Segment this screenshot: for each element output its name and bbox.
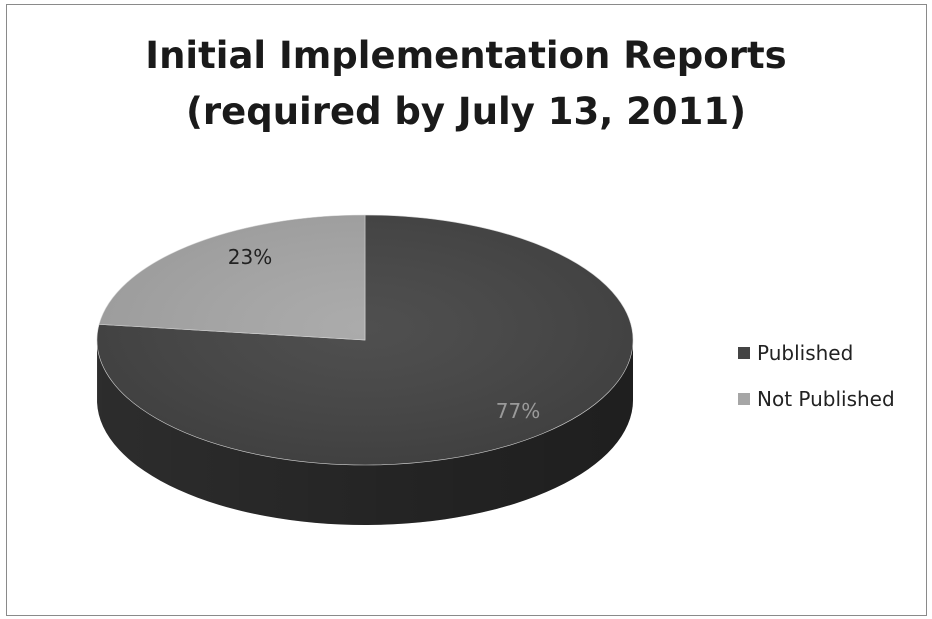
legend-item-not-published: Not Published [738, 386, 923, 412]
data-label-published: 77% [496, 399, 540, 423]
pie-side-group [97, 340, 633, 526]
chart-title: Initial Implementation Reports (required… [0, 28, 932, 140]
chart-legend: Published Not Published [738, 340, 923, 432]
legend-item-published: Published [738, 340, 923, 366]
pie-top-group [96, 214, 634, 466]
pie-top-shading [97, 215, 633, 465]
legend-label-published: Published [757, 341, 854, 365]
legend-swatch-not-published [738, 393, 750, 405]
chart-title-line-1: Initial Implementation Reports [145, 34, 787, 77]
legend-label-not-published: Not Published [757, 387, 895, 411]
pie-side-shade-0-0 [97, 340, 633, 526]
data-label-not-published: 23% [228, 245, 272, 269]
chart-title-line-2: (required by July 13, 2011) [185, 90, 747, 133]
legend-swatch-published [738, 347, 750, 359]
pie-data-labels: 77% 23% [228, 245, 540, 423]
